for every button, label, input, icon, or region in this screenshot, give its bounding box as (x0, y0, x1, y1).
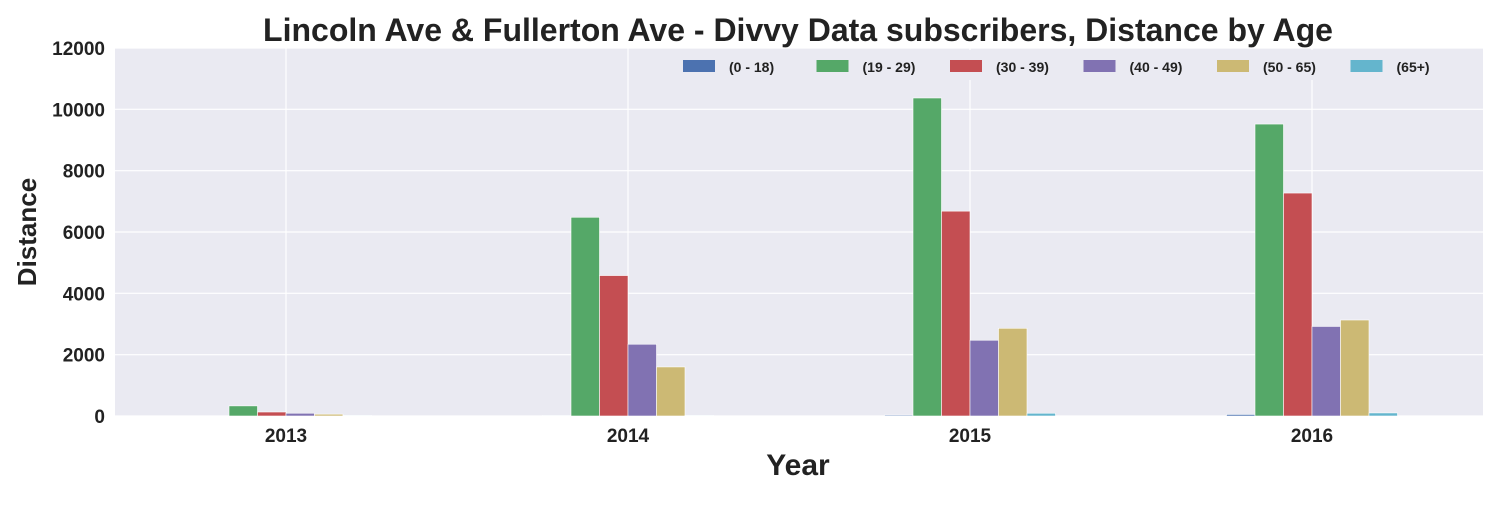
legend-label: (40 - 49) (1130, 59, 1183, 75)
bar (1026, 412, 1056, 417)
bar (684, 415, 714, 417)
legend-swatch (1217, 60, 1249, 72)
bar (998, 327, 1028, 417)
bar (228, 405, 258, 417)
y-tick-label: 10000 (52, 100, 105, 121)
y-tick-label: 4000 (63, 284, 105, 305)
y-tick-label: 12000 (52, 39, 105, 60)
legend-label: (50 - 65) (1263, 59, 1316, 75)
bar (314, 413, 344, 417)
x-tick-labels: 2013 2014 2015 2016 (265, 426, 1333, 447)
legend-label: (0 - 18) (729, 59, 774, 75)
bar (1311, 326, 1341, 417)
bar (912, 97, 942, 417)
legend-label: (65+) (1397, 59, 1430, 75)
bar (884, 414, 914, 417)
bars (228, 97, 1398, 417)
legend-swatch (1083, 60, 1116, 72)
legend-swatch (1350, 60, 1383, 72)
chart-title: Lincoln Ave & Fullerton Ave - Divvy Data… (263, 12, 1333, 48)
legend-swatch (816, 60, 849, 72)
bar (1254, 123, 1284, 417)
x-tick-label: 2013 (265, 426, 307, 447)
bar (342, 415, 372, 417)
bar (656, 366, 686, 417)
x-axis-label: Year (766, 449, 830, 482)
y-tick-label: 8000 (63, 162, 105, 183)
bar (599, 275, 629, 417)
y-tick-label: 0 (94, 407, 105, 428)
bar (570, 216, 600, 417)
bar (1283, 192, 1313, 417)
legend: (0 - 18) (19 - 29) (30 - 39) (40 - 49) (50 -… (673, 50, 1479, 80)
bar (542, 415, 572, 417)
legend-box (673, 50, 1479, 80)
y-axis-label: Distance (12, 178, 42, 286)
y-tick-label: 6000 (63, 223, 105, 244)
bar (1226, 414, 1256, 417)
bar (1368, 412, 1398, 417)
legend-label: (19 - 29) (863, 59, 916, 75)
bar (1340, 319, 1370, 417)
x-tick-label: 2014 (607, 426, 650, 447)
bar (257, 411, 287, 417)
bar (627, 343, 657, 417)
legend-swatch (950, 60, 982, 72)
y-tick-labels: 0 2000 4000 6000 8000 10000 12000 (52, 39, 105, 428)
bar (941, 210, 971, 417)
x-tick-label: 2015 (949, 426, 992, 447)
bar (285, 412, 315, 417)
y-tick-label: 2000 (63, 346, 105, 367)
x-tick-label: 2016 (1291, 426, 1333, 447)
legend-swatch (683, 60, 715, 72)
bar (969, 339, 999, 417)
legend-label: (30 - 39) (996, 59, 1049, 75)
